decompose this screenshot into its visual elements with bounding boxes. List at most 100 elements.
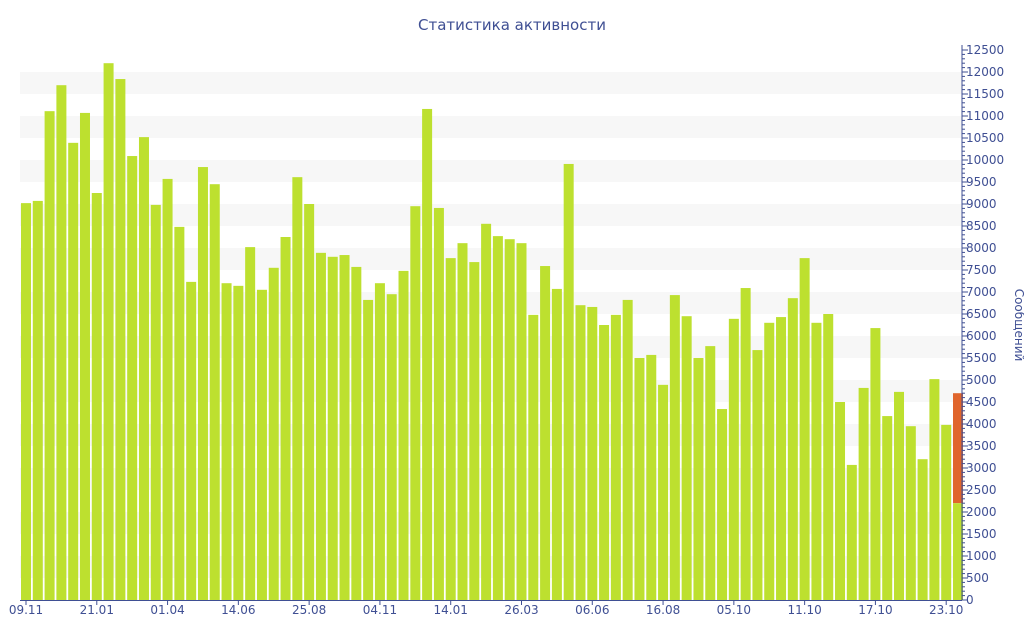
bar bbox=[752, 350, 763, 600]
bar bbox=[516, 243, 527, 600]
bar bbox=[103, 63, 114, 600]
x-tick-label: 21.01 bbox=[80, 603, 114, 617]
bar bbox=[127, 156, 138, 601]
bar bbox=[835, 402, 846, 600]
y-tick-label: 2000 bbox=[966, 505, 997, 519]
bar bbox=[587, 306, 598, 600]
bar bbox=[363, 299, 374, 600]
x-tick-label: 05.10 bbox=[717, 603, 751, 617]
y-tick-label: 8000 bbox=[966, 241, 997, 255]
bar bbox=[528, 314, 539, 600]
x-tick-label: 11.10 bbox=[787, 603, 821, 617]
bar bbox=[268, 267, 279, 600]
x-tick-label: 01.04 bbox=[150, 603, 184, 617]
bar bbox=[327, 256, 338, 600]
y-tick-label: 12000 bbox=[966, 65, 1004, 79]
bar bbox=[941, 424, 952, 600]
grid-band bbox=[20, 72, 962, 94]
x-tick-label: 14.06 bbox=[221, 603, 255, 617]
bar bbox=[870, 328, 881, 600]
bar bbox=[917, 459, 928, 600]
bar bbox=[669, 295, 680, 600]
bar bbox=[56, 85, 67, 600]
bar bbox=[280, 237, 291, 600]
bar bbox=[115, 79, 126, 601]
bar bbox=[882, 416, 893, 600]
bar bbox=[610, 314, 621, 600]
bar bbox=[186, 281, 197, 600]
bar bbox=[799, 258, 810, 600]
bar bbox=[457, 243, 468, 600]
bar bbox=[823, 314, 834, 600]
bar bbox=[150, 204, 161, 600]
bar bbox=[787, 298, 798, 600]
y-tick-label: 8500 bbox=[966, 219, 997, 233]
x-tick-label: 04.11 bbox=[363, 603, 397, 617]
y-tick-label: 6500 bbox=[966, 307, 997, 321]
bar bbox=[174, 226, 185, 600]
y-tick-label: 3000 bbox=[966, 461, 997, 475]
y-tick-label: 12500 bbox=[966, 43, 1004, 57]
y-tick-label: 11000 bbox=[966, 109, 1004, 123]
y-tick-label: 10000 bbox=[966, 153, 1004, 167]
bar-highlight bbox=[953, 393, 963, 504]
bar bbox=[386, 294, 397, 600]
x-tick-label: 14.01 bbox=[434, 603, 468, 617]
x-tick-label: 17.10 bbox=[858, 603, 892, 617]
y-tick-label: 3500 bbox=[966, 439, 997, 453]
bar bbox=[646, 354, 657, 600]
bar bbox=[32, 200, 43, 601]
bar bbox=[705, 346, 716, 600]
bar bbox=[492, 236, 503, 600]
bar bbox=[540, 266, 551, 600]
bar bbox=[811, 322, 822, 600]
bar bbox=[79, 112, 90, 601]
bar bbox=[764, 322, 775, 600]
bar bbox=[162, 178, 173, 601]
bar bbox=[469, 262, 480, 600]
bar bbox=[599, 325, 610, 600]
bar bbox=[658, 384, 669, 600]
y-tick-label: 5000 bbox=[966, 373, 997, 387]
bar bbox=[21, 203, 31, 600]
bar bbox=[292, 177, 303, 600]
y-tick-label: 6000 bbox=[966, 329, 997, 343]
bar bbox=[398, 270, 409, 600]
bar bbox=[445, 258, 456, 600]
y-tick-label: 4000 bbox=[966, 417, 997, 431]
x-tick-label: 26.03 bbox=[504, 603, 538, 617]
bar bbox=[622, 299, 633, 600]
y-tick-label: 9500 bbox=[966, 175, 997, 189]
bar bbox=[740, 288, 751, 600]
bar bbox=[846, 464, 857, 600]
bar bbox=[245, 247, 256, 600]
bar bbox=[351, 266, 362, 600]
bar bbox=[481, 223, 492, 601]
x-tick-label: 25.08 bbox=[292, 603, 326, 617]
y-tick-label: 10500 bbox=[966, 131, 1004, 145]
bar bbox=[197, 167, 208, 601]
bar bbox=[138, 137, 149, 600]
bar bbox=[504, 239, 515, 600]
x-tick-label: 16.08 bbox=[646, 603, 680, 617]
bar bbox=[905, 426, 916, 600]
bar bbox=[221, 283, 232, 600]
bar bbox=[551, 288, 562, 600]
grid-band bbox=[20, 160, 962, 182]
bar bbox=[68, 142, 79, 600]
y-tick-label: 4500 bbox=[966, 395, 997, 409]
x-tick-label: 23.10 bbox=[929, 603, 963, 617]
bar bbox=[575, 305, 586, 600]
bar bbox=[304, 204, 315, 600]
bar bbox=[339, 255, 350, 601]
y-tick-label: 500 bbox=[966, 571, 989, 585]
y-tick-label: 11500 bbox=[966, 87, 1004, 101]
y-tick-label: 1500 bbox=[966, 527, 997, 541]
y-tick-label: 1000 bbox=[966, 549, 997, 563]
bar bbox=[953, 503, 963, 600]
y-tick-label: 7500 bbox=[966, 263, 997, 277]
y-tick-label: 2500 bbox=[966, 483, 997, 497]
bar bbox=[209, 184, 220, 600]
bar bbox=[374, 283, 385, 600]
